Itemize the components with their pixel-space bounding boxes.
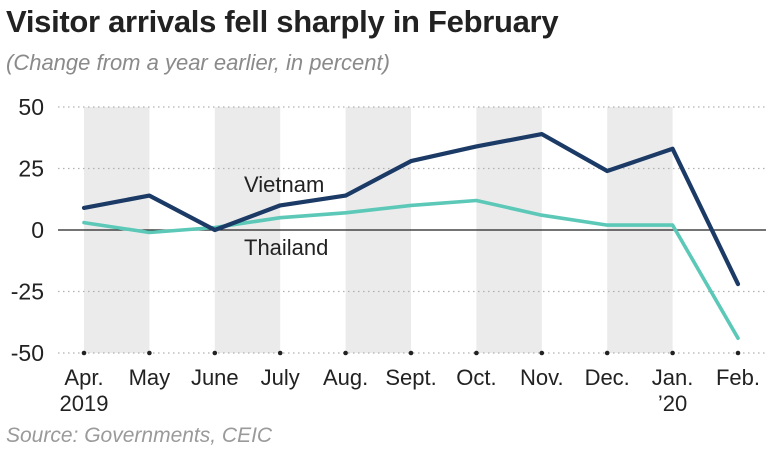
y-tick-label: -25 xyxy=(11,279,44,305)
x-tick-label: July xyxy=(261,365,300,390)
series-lines xyxy=(81,132,741,341)
series-line-thailand xyxy=(82,198,740,341)
x-tick-mark xyxy=(147,350,152,356)
x-tick-mark xyxy=(408,350,414,356)
x-tick-mark xyxy=(474,350,479,356)
series-label-thailand: Thailand xyxy=(244,235,328,260)
y-tick-label: 50 xyxy=(18,94,44,120)
y-tick-label: -50 xyxy=(11,340,44,366)
x-tick-label: Nov. xyxy=(520,365,564,390)
y-axis-tick-labels: 50 25 0 -25 -50 xyxy=(11,94,44,366)
x-tick-label: Dec. xyxy=(585,365,630,390)
x-tick-label: Sept. xyxy=(385,365,436,390)
x-tick-mark xyxy=(539,350,545,356)
x-tick-mark xyxy=(343,350,348,356)
series-line-vietnam xyxy=(81,132,741,287)
x-tick-mark xyxy=(604,350,610,356)
x-tick-label: Aug. xyxy=(323,365,368,390)
x-tick-sublabel: ’20 xyxy=(658,391,687,416)
x-tick-mark xyxy=(735,350,741,356)
y-tick-label: 0 xyxy=(31,217,44,243)
x-tick-label: Feb. xyxy=(716,365,760,390)
x-tick-label: Oct. xyxy=(456,365,496,390)
chart-title: Visitor arrivals fell sharply in Februar… xyxy=(6,4,559,39)
x-tick-label: Apr. xyxy=(64,365,103,390)
x-tick-mark xyxy=(212,350,218,356)
x-tick-label: Jan. xyxy=(652,365,694,390)
series-label-vietnam: Vietnam xyxy=(244,172,324,197)
x-tick-mark xyxy=(81,350,87,356)
x-tick-label: June xyxy=(191,365,239,390)
chart-subtitle: (Change from a year earlier, in percent) xyxy=(6,50,390,75)
y-tick-label: 25 xyxy=(18,156,44,182)
x-tick-mark xyxy=(670,350,675,356)
x-tick-label: May xyxy=(129,365,171,390)
x-tick-mark xyxy=(277,350,283,356)
x-axis-tick-labels: Apr.2019 May June July Aug. Sept. Oct. Nov. Dec.… xyxy=(60,350,760,416)
source-note: Source: Governments, CEIC xyxy=(6,424,273,447)
x-tick-sublabel: 2019 xyxy=(60,391,109,416)
